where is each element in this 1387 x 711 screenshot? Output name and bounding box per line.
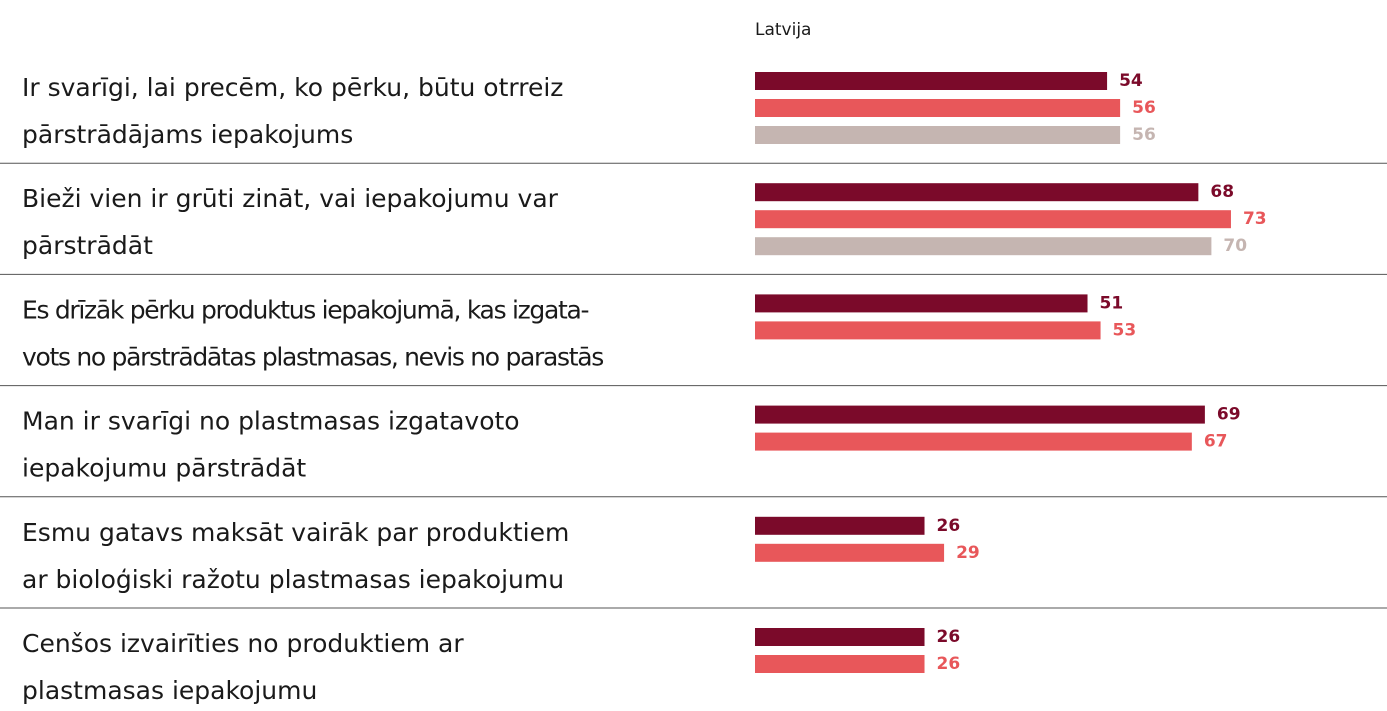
category-label: Es drīzāk pērku produktus iepakojumā, ka… bbox=[22, 295, 589, 324]
bar bbox=[755, 405, 1205, 424]
category-label: pārstrādāt bbox=[22, 231, 153, 260]
category-label: pārstrādājams iepakojums bbox=[22, 120, 353, 149]
value-label: 73 bbox=[1243, 209, 1267, 229]
bar bbox=[755, 99, 1121, 117]
value-label: 70 bbox=[1223, 236, 1247, 256]
value-label: 29 bbox=[956, 543, 980, 563]
value-label: 68 bbox=[1210, 182, 1234, 202]
bar bbox=[755, 294, 1088, 313]
value-label: 54 bbox=[1119, 71, 1143, 91]
bar bbox=[755, 516, 925, 535]
bar bbox=[755, 655, 925, 673]
category-label: Cenšos izvairīties no produktiem ar bbox=[22, 629, 464, 658]
value-label: 69 bbox=[1217, 405, 1241, 425]
category-label: vots no pārstrādātas plastmasas, nevis n… bbox=[22, 342, 603, 371]
bar bbox=[755, 432, 1192, 451]
bar bbox=[755, 126, 1121, 144]
value-label: 56 bbox=[1132, 98, 1156, 118]
category-label: plastmasas iepakojumu bbox=[22, 676, 317, 705]
value-label: 56 bbox=[1132, 125, 1156, 145]
value-label: 51 bbox=[1100, 293, 1124, 313]
subtitle: Latvija bbox=[755, 20, 811, 40]
value-label: 26 bbox=[937, 627, 961, 647]
value-label: 26 bbox=[937, 516, 961, 536]
bar bbox=[755, 321, 1101, 340]
bar bbox=[755, 237, 1212, 256]
value-label: 67 bbox=[1204, 432, 1228, 452]
bar bbox=[755, 183, 1199, 202]
bar bbox=[755, 628, 925, 646]
bar bbox=[755, 210, 1231, 229]
bar bbox=[755, 543, 945, 562]
value-label: 26 bbox=[937, 654, 961, 674]
category-label: Bieži vien ir grūti zināt, vai iepakojum… bbox=[22, 184, 559, 213]
value-label: 53 bbox=[1113, 320, 1137, 340]
bar bbox=[755, 72, 1108, 90]
category-label: Ir svarīgi, lai precēm, ko pērku, būtu o… bbox=[22, 73, 563, 102]
category-label: ar bioloģiski ražotu plastmasas iepakoju… bbox=[22, 565, 564, 594]
category-label: Man ir svarīgi no plastmasas izgatavoto bbox=[22, 407, 520, 436]
category-label: iepakojumu pārstrādāt bbox=[22, 454, 306, 483]
category-label: Esmu gatavs maksāt vairāk par produktiem bbox=[22, 518, 569, 547]
